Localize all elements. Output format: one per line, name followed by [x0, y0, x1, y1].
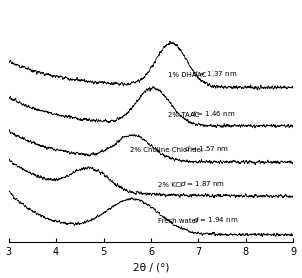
X-axis label: 2θ / (°): 2θ / (°) — [133, 262, 169, 272]
Text: $d$ = 1.94 nm: $d$ = 1.94 nm — [193, 215, 238, 224]
Text: 2% KCl: 2% KCl — [158, 182, 189, 188]
Text: Fresh water: Fresh water — [158, 218, 206, 224]
Text: $d$ = 1.46 nm: $d$ = 1.46 nm — [190, 109, 235, 118]
Text: 2% Choline Chloride:: 2% Choline Chloride: — [130, 147, 207, 153]
Text: $d$ = 1.57 nm: $d$ = 1.57 nm — [184, 144, 229, 153]
Text: 2% TAAC: 2% TAAC — [168, 112, 204, 118]
Text: 1% DHAAC: 1% DHAAC — [168, 72, 210, 78]
Text: $d$ = 1.37 nm: $d$ = 1.37 nm — [192, 69, 237, 78]
Text: $d$ = 1.87 nm: $d$ = 1.87 nm — [180, 179, 225, 188]
